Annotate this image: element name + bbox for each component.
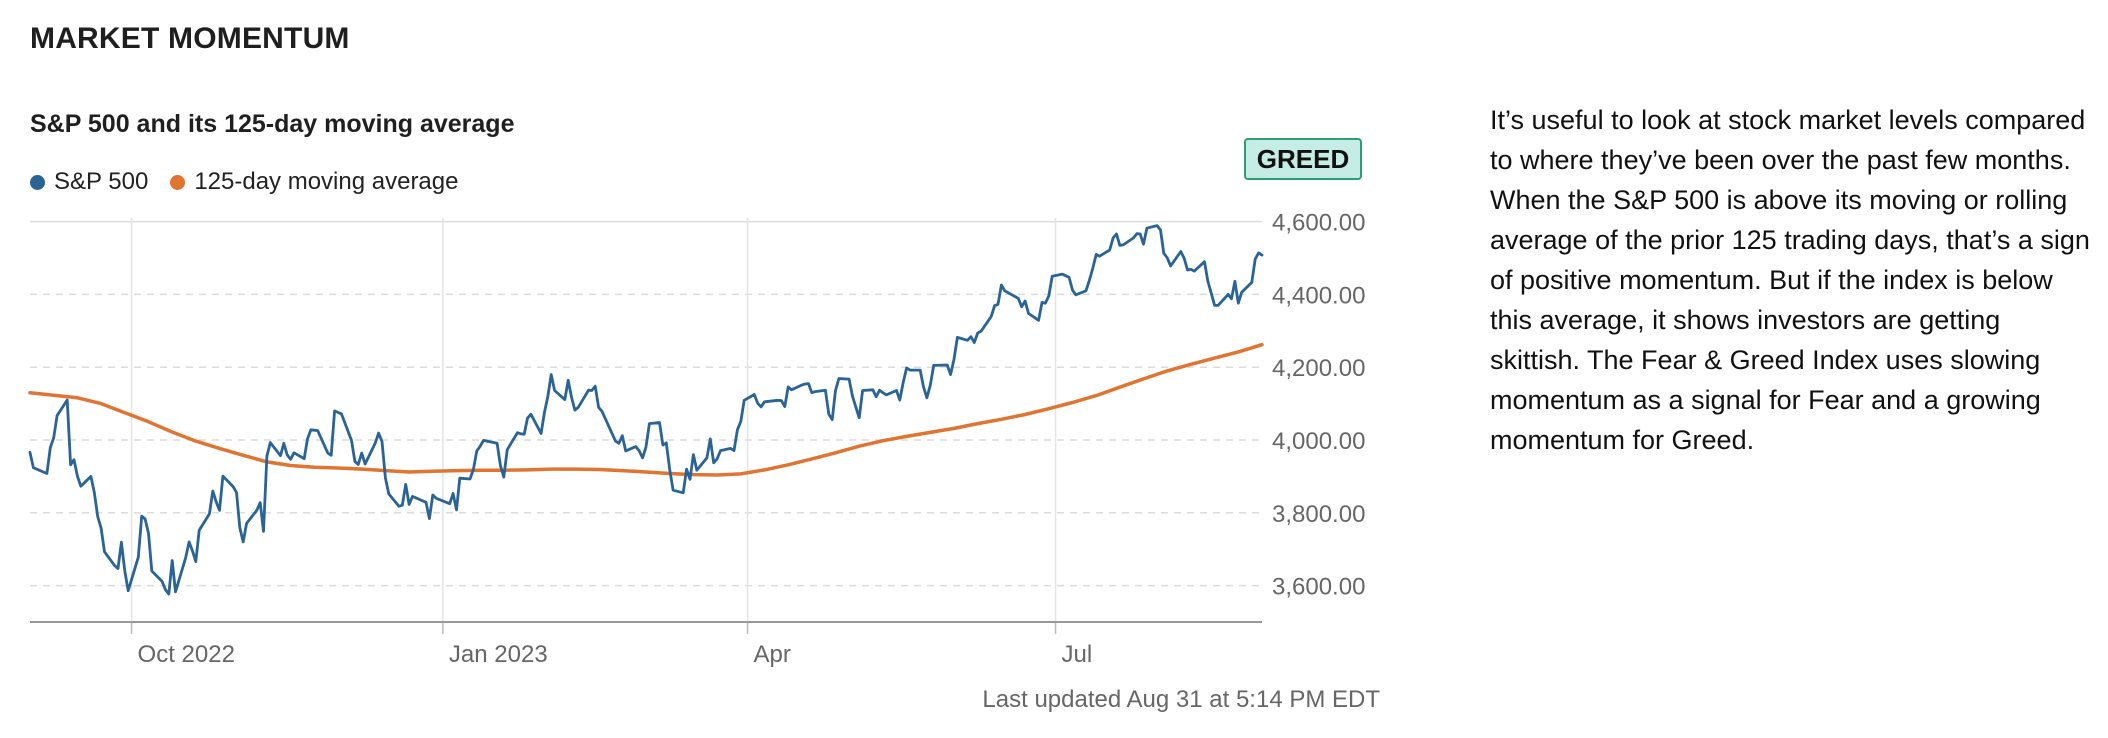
x-tick-label-1: Jan 2023 — [449, 641, 548, 668]
legend-dot-moving-average — [170, 174, 186, 190]
series-line-moving-average — [28, 342, 1264, 477]
chart-legend: S&P 500 125-day moving average — [30, 168, 480, 196]
y-tick-label-4600: 4,600.00 — [1272, 210, 1365, 237]
legend-label-sp500: S&P 500 — [54, 168, 149, 195]
momentum-chart: 3,600.00 3,800.00 4,000.00 4,200.00 4,400.00… — [28, 210, 1365, 668]
legend-item-moving-average[interactable]: 125-day moving average — [170, 168, 458, 196]
x-tick-label-2: Apr — [754, 641, 791, 668]
legend-dot-sp500 — [30, 174, 45, 190]
chart-axes: 3,600.00 3,800.00 4,000.00 4,200.00 4,400.00… — [30, 210, 1365, 668]
y-tick-label-4400: 4,400.00 — [1272, 282, 1365, 309]
y-tick-label-3600: 3,600.00 — [1272, 574, 1365, 601]
x-tick-label-3: Jul — [1062, 641, 1093, 668]
legend-item-sp500[interactable]: S&P 500 — [30, 168, 148, 196]
y-tick-label-4200: 4,200.00 — [1272, 355, 1365, 382]
legend-label-moving-average: 125-day moving average — [194, 168, 459, 195]
chart-series — [28, 224, 1264, 596]
indicator-description: It’s useful to look at stock market leve… — [1490, 105, 2090, 455]
section-title: MARKET MOMENTUM — [30, 22, 350, 55]
x-tick-label-0: Oct 2022 — [138, 641, 235, 668]
y-tick-label-3800: 3,800.00 — [1272, 501, 1365, 528]
chart-gridlines — [30, 218, 1262, 622]
y-tick-label-4000: 4,000.00 — [1272, 428, 1365, 455]
sentiment-badge: GREED — [1244, 138, 1362, 180]
last-updated-text: Last updated Aug 31 at 5:14 PM EDT — [982, 686, 1380, 713]
chart-title: S&P 500 and its 125-day moving average — [30, 110, 515, 138]
series-line-sp500 — [28, 224, 1264, 596]
